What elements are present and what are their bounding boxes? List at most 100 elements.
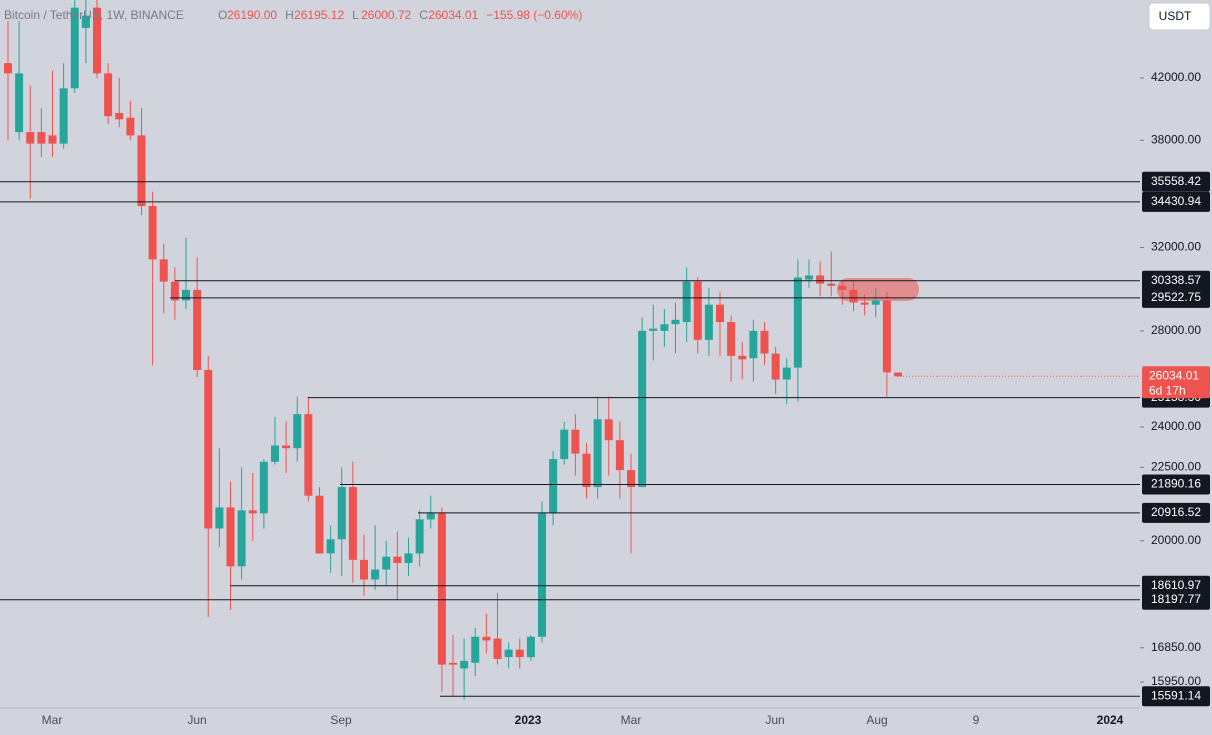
candle-body (793, 277, 802, 368)
candle-body (348, 487, 357, 560)
candle-body (437, 513, 446, 665)
x-tick-label: 2024 (1097, 713, 1124, 727)
level-label-box (1142, 589, 1210, 610)
candle-body (894, 372, 902, 377)
candle-body (482, 636, 491, 641)
candle-body (193, 289, 202, 370)
candle-body (738, 355, 747, 360)
level-label: 35558.42 (1151, 174, 1201, 188)
candle-body (571, 429, 580, 454)
candle-body (104, 73, 113, 117)
candle-body (660, 324, 669, 331)
candle-body (248, 510, 257, 514)
ohlc-key: C (419, 8, 428, 22)
x-tick-label: Jun (187, 713, 206, 727)
current-price-box (1142, 366, 1210, 399)
candle-body (237, 510, 246, 567)
current-price-label: 26034.01 (1149, 368, 1199, 382)
y-tick-label: 24000.00 (1151, 419, 1201, 433)
candle-body (549, 459, 558, 514)
ohlc-key: H (285, 8, 294, 22)
x-tick-label: Sep (330, 713, 352, 727)
candle-body (337, 487, 346, 540)
candle-body (827, 283, 836, 286)
header: Bitcoin / TetherUS, 1W, BINANCE O 26190.0… (4, 8, 582, 22)
candle-body (760, 330, 769, 354)
level-label-box (1142, 287, 1210, 308)
level-label: 34430.94 (1151, 194, 1201, 208)
candle-body (393, 556, 402, 564)
candle-body (638, 330, 647, 488)
candle-body (716, 304, 724, 323)
candle-body (727, 322, 736, 356)
countdown-label: 6d 17h (1149, 383, 1186, 397)
level-label-box (1142, 191, 1210, 212)
currency-label[interactable]: USDT (1159, 9, 1192, 23)
currency-button[interactable] (1148, 2, 1211, 31)
candle-body (693, 281, 702, 340)
x-tick-label: Mar (621, 713, 642, 727)
y-tick-label: 32000.00 (1151, 240, 1201, 254)
level-label: 15591.14 (1151, 688, 1201, 702)
ohlc-value: 26195.12 (294, 8, 344, 22)
ohlc-value: 26000.72 (361, 8, 411, 22)
level-label-box (1142, 686, 1210, 707)
candle-body (182, 289, 190, 301)
candle-body (15, 73, 24, 133)
candle-body (749, 330, 758, 359)
candle-body (471, 636, 480, 663)
level-label: 18197.77 (1151, 592, 1201, 606)
level-label: 30338.57 (1151, 273, 1201, 287)
level-label-box (1142, 270, 1210, 291)
candle-body (582, 453, 591, 488)
candle-body (126, 117, 135, 136)
candle-body (426, 513, 435, 520)
candle-body (504, 649, 513, 658)
candle-body (4, 63, 12, 74)
candle-body (449, 662, 457, 665)
candle-body (304, 414, 313, 496)
candle-body (838, 285, 847, 290)
x-tick-label: Mar (42, 713, 63, 727)
candle-body (159, 259, 168, 282)
ohlc-value: 26190.00 (227, 8, 277, 22)
candle-body (170, 281, 179, 301)
candle-body (148, 206, 157, 260)
candle-body (360, 559, 368, 580)
candle-body (593, 419, 602, 488)
candle-body (271, 445, 279, 462)
y-tick-label: 28000.00 (1151, 323, 1201, 337)
level-label-box (1142, 474, 1210, 495)
candle-body (37, 132, 46, 144)
x-tick-label: 2023 (515, 713, 542, 727)
candle-body (326, 539, 335, 554)
candle-body (782, 367, 791, 380)
y-tick-label: 22500.00 (1151, 460, 1201, 474)
candle-body (704, 304, 713, 340)
candle-body (81, 15, 90, 28)
candle-body (627, 470, 635, 488)
candle-body (649, 328, 658, 331)
candle-body (404, 553, 413, 564)
y-tick-label: 42000.00 (1151, 70, 1201, 84)
y-tick-label: 15950.00 (1151, 674, 1201, 688)
y-tick-label: 16850.00 (1151, 640, 1201, 654)
level-label-box (1142, 502, 1210, 523)
candle-body (460, 660, 469, 669)
level-label: 18610.97 (1151, 578, 1201, 592)
candle-body (615, 440, 624, 471)
ohlc-key: L (352, 8, 359, 22)
candle-body (849, 289, 858, 303)
candle-body (671, 319, 680, 325)
x-tick-label: Aug (866, 713, 887, 727)
x-tick-label: Jun (765, 713, 784, 727)
y-tick-label: 20000.00 (1151, 533, 1201, 547)
candle-body (48, 135, 57, 144)
candle-body (871, 300, 880, 305)
candle-body (315, 495, 324, 554)
candle-body (560, 429, 569, 460)
candle-body (805, 275, 813, 280)
candle-body (860, 302, 869, 305)
